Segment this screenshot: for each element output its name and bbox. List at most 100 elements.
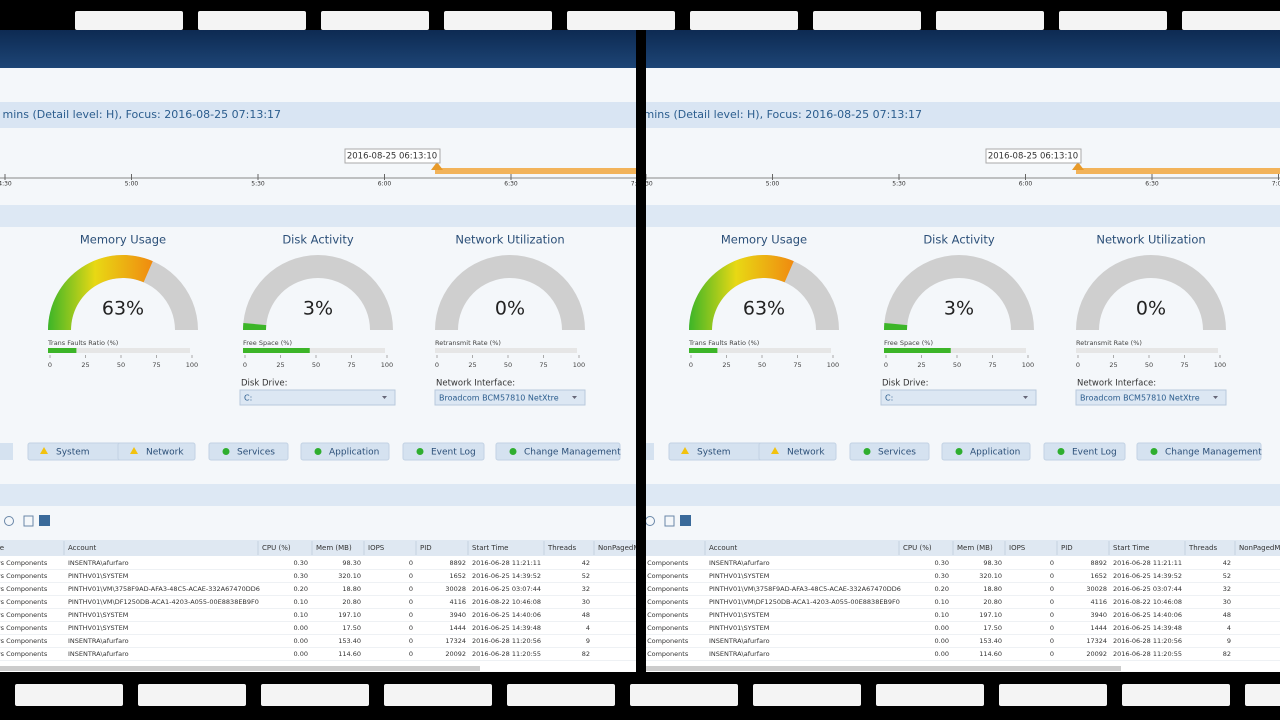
- tab-label: Event Log: [1072, 448, 1117, 458]
- status-ok: [314, 448, 322, 455]
- tab[interactable]: [941, 442, 1031, 461]
- bar-track: [689, 348, 831, 353]
- bar-scale-label: 0: [884, 361, 888, 369]
- cell: 1652: [449, 572, 466, 580]
- cell: Windows Components: [616, 585, 689, 593]
- cell: 52: [1223, 572, 1231, 580]
- cell: 9: [1227, 637, 1231, 645]
- cell: 1444: [449, 624, 466, 632]
- bar-label: Free Space (%): [884, 339, 933, 347]
- perforation: [753, 684, 861, 706]
- column-header: Mem (MB): [316, 544, 352, 552]
- tab[interactable]: [495, 442, 621, 461]
- select-box[interactable]: [434, 389, 586, 406]
- cell: 20.80: [983, 598, 1002, 606]
- cell: 2016-06-28 11:20:55: [472, 650, 541, 658]
- tab[interactable]: [208, 442, 289, 461]
- tab[interactable]: [402, 442, 485, 461]
- cell: Windows Components: [0, 624, 48, 632]
- column-header: PID: [1061, 544, 1073, 552]
- bar-label: Retransmit Rate (%): [1076, 339, 1142, 347]
- tab-label: System: [697, 448, 731, 458]
- gauge-title: Disk Activity: [923, 233, 995, 247]
- status-warning: [130, 447, 138, 454]
- toolbar-icon: [680, 515, 691, 526]
- bar-scale-label: 25: [917, 361, 925, 369]
- cell: 0.30: [935, 559, 949, 567]
- timeline-tick-label: 5:30: [892, 181, 906, 188]
- bar-scale-label: 50: [953, 361, 961, 369]
- timeline-marker: 2016-08-25 06:13:10: [988, 152, 1078, 162]
- cell: 4: [1227, 624, 1231, 632]
- select-value: Broadcom BCM57810 NetXtre: [439, 394, 559, 403]
- column-header: NonPagedMem: [1239, 544, 1280, 552]
- bar-fill: [48, 348, 77, 353]
- cell: INSENTRA\afurfaro: [709, 650, 770, 658]
- scrollbar: [646, 666, 1121, 671]
- tab[interactable]: [1136, 442, 1262, 461]
- bar-scale-label: 25: [81, 361, 89, 369]
- select-box[interactable]: [1075, 389, 1227, 406]
- select-arrow: [1213, 396, 1218, 399]
- tab[interactable]: [117, 442, 196, 461]
- toolbar-icon: [664, 515, 675, 527]
- gauge-fill: [243, 322, 267, 330]
- cell: Windows Components: [616, 624, 689, 632]
- tab[interactable]: [758, 442, 837, 461]
- cell: 42: [1223, 559, 1231, 567]
- focus-bar-bg: [0, 102, 636, 128]
- bar-scale-label: 100: [1214, 361, 1226, 369]
- cell: PINTHV01\SYSTEM: [709, 624, 769, 632]
- cell: 153.40: [338, 637, 361, 645]
- select-box[interactable]: [239, 389, 396, 406]
- bar-fill: [689, 348, 718, 353]
- bar-scale-label: 50: [504, 361, 512, 369]
- cell: PINTHV01\SYSTEM: [68, 624, 128, 632]
- bar-label: Trans Faults Ratio (%): [47, 339, 118, 347]
- bar-scale-label: 100: [827, 361, 839, 369]
- status-ok: [863, 448, 871, 455]
- cell: 114.60: [979, 650, 1002, 658]
- cell: 18.80: [342, 585, 361, 593]
- select-label: Network Interface:: [1077, 379, 1156, 389]
- cell: Windows Components: [0, 572, 48, 580]
- tab[interactable]: [300, 442, 390, 461]
- cell: PINTHV01\VM\DF1250DB-ACA1-4203-A055-00E8…: [68, 598, 259, 606]
- select-box[interactable]: [880, 389, 1037, 406]
- cell: 2016-08-22 10:46:08: [1113, 598, 1182, 606]
- cell: 153.40: [979, 637, 1002, 645]
- bar-scale-label: 50: [1145, 361, 1153, 369]
- bar-scale-label: 50: [312, 361, 320, 369]
- tab-label: Network: [146, 448, 184, 458]
- cell: 0.10: [935, 611, 949, 619]
- bar-scale-label: 50: [758, 361, 766, 369]
- cell: 0: [409, 598, 413, 606]
- perforation: [630, 684, 738, 706]
- cell: INSENTRA\afurfaro: [709, 637, 770, 645]
- cell: 98.30: [983, 559, 1002, 567]
- tab[interactable]: [849, 442, 930, 461]
- gauge-title: Memory Usage: [80, 233, 166, 247]
- cell: 2016-06-28 11:21:11: [472, 559, 541, 567]
- tab[interactable]: [1043, 442, 1126, 461]
- cell: 3940: [1090, 611, 1107, 619]
- bar-scale-label: 100: [1022, 361, 1034, 369]
- cell: 0.00: [935, 624, 949, 632]
- status-ok: [222, 448, 230, 455]
- gauge-fill: [884, 322, 908, 330]
- tab-label: Application: [970, 448, 1020, 458]
- cell: 0.30: [935, 572, 949, 580]
- toolbar-icon: [4, 516, 14, 526]
- cell: 17.50: [342, 624, 361, 632]
- cell: 2016-06-25 14:39:48: [472, 624, 541, 632]
- cell: 3940: [449, 611, 466, 619]
- section-band: [0, 205, 636, 227]
- gauge-title: Network Utilization: [1096, 233, 1205, 247]
- status-warning: [681, 447, 689, 454]
- cell: 0.10: [294, 598, 308, 606]
- column-header: Start Time: [1113, 544, 1149, 552]
- tab-partial: [0, 443, 13, 460]
- tab-partial: [646, 443, 654, 460]
- perforation: [690, 11, 798, 30]
